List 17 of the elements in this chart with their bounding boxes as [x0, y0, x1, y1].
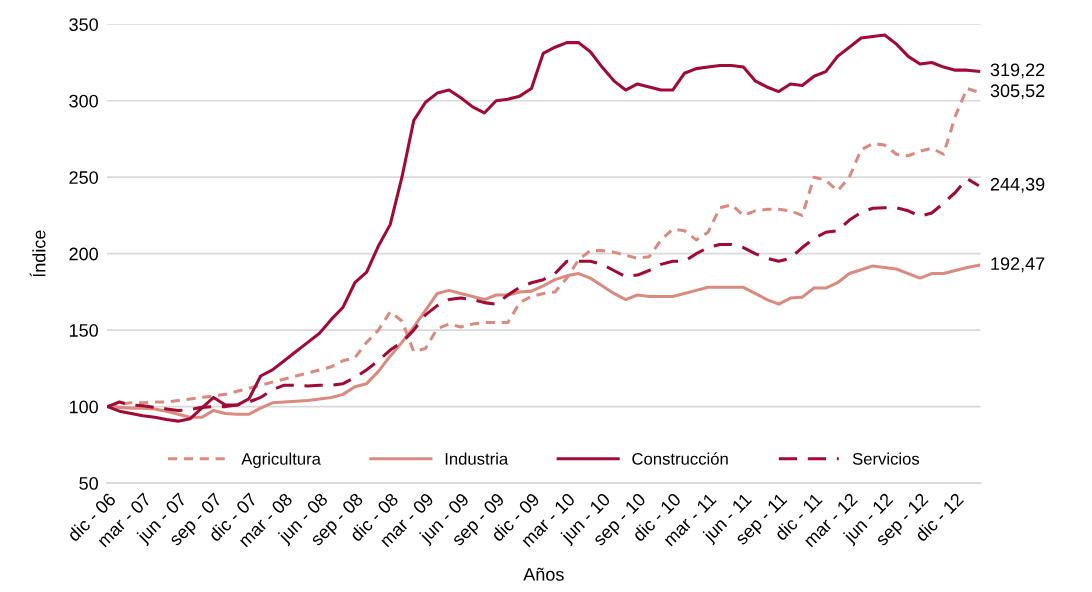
legend-label: Industria	[445, 452, 509, 465]
y-tick-label: 350	[69, 18, 98, 31]
y-tick-label: 50	[79, 477, 98, 490]
legend-label: Construcción	[632, 452, 728, 465]
y-tick-label: 150	[69, 324, 98, 337]
y-axis-title: Índice	[29, 230, 46, 277]
y-tick-label: 300	[69, 94, 98, 108]
data-label: 319,22	[990, 63, 1045, 79]
y-tick-label: 200	[69, 247, 98, 261]
legend-label: Agricultura	[241, 452, 321, 469]
y-tick-label: 100	[69, 400, 98, 414]
data-label: 305,52	[990, 84, 1045, 100]
data-label: 244,39	[990, 177, 1045, 193]
y-tick-label: 250	[69, 171, 98, 184]
legend-label: Servicios	[852, 452, 920, 465]
x-axis-title: Años	[523, 567, 564, 581]
data-label: 192,47	[991, 257, 1045, 273]
